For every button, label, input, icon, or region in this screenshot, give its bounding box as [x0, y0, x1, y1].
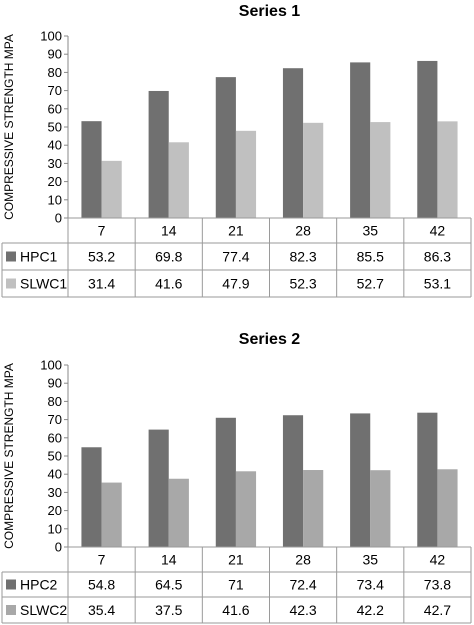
chart2-x-tick-label: 14 — [161, 552, 177, 568]
chart1-y-axis-label: COMPRESSIVE STRENGTH MPA — [2, 34, 16, 220]
chart2-bar-hpc2-28 — [282, 415, 304, 547]
chart1-bar-slwc1-35 — [370, 122, 391, 218]
chart2-bar-slwc2-28 — [303, 470, 324, 547]
chart2-x-tick-label: 28 — [295, 552, 311, 568]
chart1-bar-hpc1-35 — [350, 62, 371, 218]
chart2-x-tick-label: 21 — [228, 552, 244, 568]
chart2-y-tick-label: 0 — [55, 540, 62, 555]
chart1-y-tick-label: 80 — [48, 65, 62, 80]
chart1-title: Series 1 — [239, 3, 300, 20]
chart1-y-tick-label: 40 — [48, 138, 62, 153]
chart2-y-tick-label: 60 — [48, 430, 62, 445]
chart2-bar-hpc2-35 — [350, 413, 371, 547]
chart1-data-label-slwc1: 52.7 — [357, 276, 384, 292]
chart1-y-tick-label: 0 — [55, 211, 62, 226]
chart2-bar-slwc2-14 — [168, 478, 189, 547]
chart1-y-tick-label: 10 — [48, 192, 62, 207]
chart1-data-label-hpc1: 86.3 — [424, 249, 451, 265]
chart1-data-label-hpc1: 85.5 — [357, 249, 384, 265]
chart1-legend-key-hpc1 — [6, 251, 16, 262]
chart1-y-tick-label: 30 — [48, 156, 62, 171]
chart1-x-tick-label: 28 — [295, 223, 311, 239]
chart2-data-label-slwc2: 35.4 — [88, 602, 115, 618]
chart1-y-tick-label: 70 — [48, 83, 62, 98]
chart1-data-label-slwc1: 47.9 — [222, 276, 249, 292]
chart2-y-tick-label: 80 — [48, 394, 62, 409]
chart2-bar-slwc2-21 — [235, 471, 257, 547]
chart-series-2-svg: Series 2 COMPRESSIVE STRENGTH MPA 0 10 20 30 4… — [1, 331, 472, 624]
chart1-bar-slwc1-14 — [168, 142, 189, 218]
chart1-legend-label-hpc1: HPC1 — [20, 249, 58, 265]
chart1-bar-slwc1-21 — [235, 130, 257, 218]
chart2-data-label-slwc2: 42.3 — [289, 602, 316, 618]
chart2-legend-key-slwc2 — [6, 605, 16, 615]
chart2-bar-hpc2-21 — [215, 417, 236, 547]
chart1-x-tick-label: 7 — [98, 223, 106, 239]
chart2-data-label-hpc2: 73.4 — [357, 577, 384, 593]
chart1-data-label-slwc1: 41.6 — [155, 276, 182, 292]
chart2-data-label-hpc2: 73.8 — [424, 577, 451, 593]
chart2-y-tick-label: 70 — [48, 412, 62, 427]
chart2-bar-slwc2-7 — [101, 482, 122, 547]
chart1-bar-slwc1-7 — [101, 160, 122, 218]
chart1-y-tick-label: 20 — [48, 174, 62, 189]
chart2-y-tick-label: 30 — [48, 485, 62, 500]
chart2-data-label-hpc2: 71 — [228, 577, 244, 593]
chart1-y-tick-label: 60 — [48, 101, 62, 116]
chart2-data-label-hpc2: 64.5 — [155, 577, 182, 593]
chart1-bar-hpc1-7 — [81, 121, 102, 218]
chart2-bar-slwc2-35 — [370, 470, 391, 547]
chart1-y-tick-label: 90 — [48, 47, 62, 62]
chart1-data-label-hpc1: 77.4 — [222, 249, 249, 265]
chart1-y-tick-label: 50 — [48, 120, 62, 135]
chart1-data-label-slwc1: 52.3 — [289, 276, 316, 292]
chart2-data-label-hpc2: 54.8 — [88, 577, 115, 593]
chart1-bar-hpc1-21 — [215, 77, 236, 218]
chart2-x-tick-label: 7 — [98, 552, 106, 568]
chart2-bar-hpc2-7 — [81, 447, 102, 547]
chart2-data-label-slwc2: 42.2 — [357, 602, 384, 618]
chart2-bar-hpc2-42 — [417, 412, 438, 547]
chart2-title: Series 2 — [239, 331, 300, 348]
chart2-legend-key-hpc2 — [6, 579, 16, 590]
chart2-y-tick-label: 10 — [48, 521, 62, 536]
chart1-data-label-hpc1: 69.8 — [155, 249, 182, 265]
chart2-data-label-hpc2: 72.4 — [289, 577, 316, 593]
chart2-bar-slwc2-42 — [437, 469, 458, 547]
chart2-y-tick-label: 90 — [48, 376, 62, 391]
chart2-y-axis-label: COMPRESSIVE STRENGTH MPA — [2, 363, 16, 549]
chart2-legend-label-hpc2: HPC2 — [20, 577, 58, 593]
chart1-x-tick-label: 35 — [362, 223, 378, 239]
chart2-y-tick-label: 20 — [48, 503, 62, 518]
chart2-y-tick-label: 50 — [48, 449, 62, 464]
chart2-data-label-slwc2: 37.5 — [155, 602, 182, 618]
chart2-x-tick-label: 35 — [362, 552, 378, 568]
chart1-bar-slwc1-42 — [437, 121, 458, 218]
chart2-y-tick-label: 40 — [48, 467, 62, 482]
chart1-legend-key-slwc1 — [6, 278, 16, 289]
chart1-bar-slwc1-28 — [303, 122, 324, 218]
chart2-bar-hpc2-14 — [148, 429, 169, 547]
chart1-x-tick-label: 42 — [430, 223, 446, 239]
chart-series-1-svg: Series 1 COMPRESSIVE STRENGTH MPA 0 10 20 30 4… — [1, 3, 472, 298]
chart1-bar-hpc1-42 — [417, 60, 438, 219]
chart1-data-label-slwc1: 53.1 — [424, 276, 451, 292]
chart2-legend-label-slwc2: SLWC2 — [20, 602, 67, 618]
chart1-data-label-slwc1: 31.4 — [88, 276, 115, 292]
chart2-data-label-slwc2: 41.6 — [222, 602, 249, 618]
chart1-bar-hpc1-28 — [282, 68, 304, 219]
chart1-legend-label-slwc1: SLWC1 — [20, 276, 67, 292]
chart1-x-tick-label: 21 — [228, 223, 244, 239]
chart1-data-label-hpc1: 82.3 — [289, 249, 316, 265]
chart1-y-tick-label: 100 — [40, 29, 62, 44]
chart1-data-label-hpc1: 53.2 — [88, 249, 115, 265]
chart2-data-label-slwc2: 42.7 — [424, 602, 451, 618]
chart2-x-tick-label: 42 — [430, 552, 446, 568]
chart-series-1: Series 1 COMPRESSIVE STRENGTH MPA 0 10 20 30 4… — [0, 0, 474, 305]
chart1-bar-hpc1-14 — [148, 90, 169, 218]
chart1-x-tick-label: 14 — [161, 223, 177, 239]
chart-series-2: Series 2 COMPRESSIVE STRENGTH MPA 0 10 20 30 4… — [0, 322, 474, 625]
chart2-y-tick-label: 100 — [40, 358, 62, 373]
